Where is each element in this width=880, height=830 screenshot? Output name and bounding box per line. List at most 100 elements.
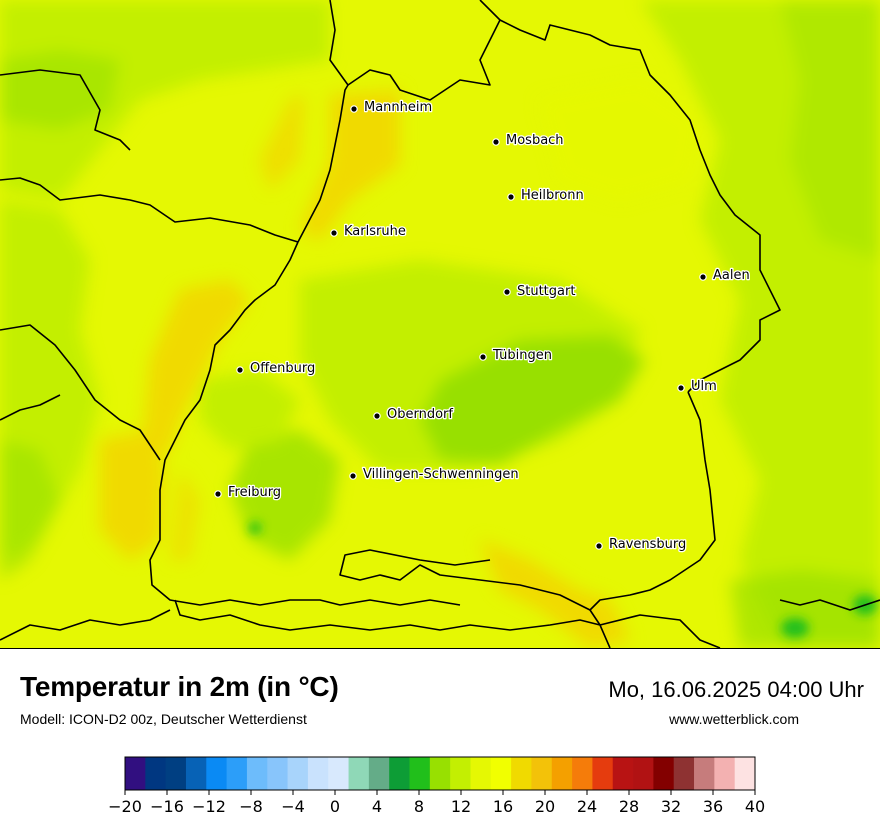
legend-swatch xyxy=(389,757,410,790)
legend-swatch xyxy=(633,757,654,790)
legend-swatch xyxy=(470,757,492,790)
city-label: Ravensburg xyxy=(609,537,686,552)
legend-swatch xyxy=(328,757,349,790)
legend-swatch xyxy=(450,757,471,790)
legend-tick-label: 0 xyxy=(330,797,340,816)
legend-tick-label: 28 xyxy=(619,797,639,816)
legend-tick-label: −8 xyxy=(239,797,263,816)
city-label: Heilbronn xyxy=(521,188,584,203)
legend-swatch xyxy=(673,757,695,790)
city-label: Aalen xyxy=(713,268,750,283)
warm-temperature-areas xyxy=(100,90,630,648)
legend-swatch xyxy=(653,757,675,790)
city-dot xyxy=(330,229,338,237)
city-dot xyxy=(214,490,222,498)
legend-tick-label: −4 xyxy=(281,797,305,816)
legend-swatches xyxy=(125,757,756,790)
city-dot xyxy=(479,353,487,361)
legend-tick-label: 40 xyxy=(745,797,765,816)
legend-swatch xyxy=(694,757,715,790)
map-footer: Temperatur in 2m (in °C) Modell: ICON-D2… xyxy=(0,649,880,830)
legend-swatch xyxy=(185,757,207,790)
city-villingen-schwenningen[interactable]: Villingen-Schwenningen xyxy=(349,466,520,483)
legend-tick-label: −16 xyxy=(150,797,184,816)
city-oberndorf[interactable]: Oberndorf xyxy=(373,406,455,423)
legend-swatch xyxy=(368,757,390,790)
borders xyxy=(0,0,880,648)
legend-tick-label: 24 xyxy=(577,797,597,816)
legend-swatch xyxy=(734,757,756,790)
city-freiburg[interactable]: Freiburg xyxy=(214,484,282,501)
city-label: Freiburg xyxy=(228,485,281,500)
legend-swatch xyxy=(307,757,329,790)
color-scale-legend: −20 −16 −12 −8 −4 0 4 8 12 16 20 24 28 32 36 40 xyxy=(108,756,765,816)
city-mosbach[interactable]: Mosbach xyxy=(492,132,565,149)
legend-swatch xyxy=(612,757,634,790)
legend-swatch xyxy=(287,757,309,790)
city-ravensburg[interactable]: Ravensburg xyxy=(595,536,688,553)
city-dot xyxy=(677,384,685,392)
city-karlsruhe[interactable]: Karlsruhe xyxy=(330,223,407,240)
legend-tick-label: 8 xyxy=(414,797,424,816)
legend-swatch xyxy=(246,757,268,790)
city-ulm[interactable]: Ulm xyxy=(677,378,718,395)
legend-swatch xyxy=(267,757,288,790)
legend-swatch xyxy=(592,757,614,790)
legend-tick-label: 20 xyxy=(535,797,555,816)
legend-tick-label: 32 xyxy=(661,797,681,816)
city-dot xyxy=(507,193,515,201)
city-dot xyxy=(595,542,603,550)
legend-tick-label: 12 xyxy=(451,797,471,816)
city-dot xyxy=(236,366,244,374)
city-dot xyxy=(373,412,381,420)
legend-swatch xyxy=(145,757,167,790)
city-mannheim[interactable]: Mannheim xyxy=(350,99,433,116)
city-tuebingen[interactable]: Tübingen xyxy=(479,347,553,364)
legend-tick-label: 16 xyxy=(493,797,513,816)
city-label: Mosbach xyxy=(506,133,564,148)
legend-swatch xyxy=(429,757,451,790)
city-label: Stuttgart xyxy=(517,284,575,299)
city-dot xyxy=(699,273,707,281)
city-dot xyxy=(492,138,500,146)
city-stuttgart[interactable]: Stuttgart xyxy=(503,283,577,300)
map-canvas: Mannheim Mosbach Heilbronn Karlsruhe Aal… xyxy=(0,0,880,648)
legend-swatch xyxy=(409,757,431,790)
legend-frame xyxy=(124,756,756,791)
website-link[interactable]: www.wetterblick.com xyxy=(669,711,799,727)
city-dot xyxy=(503,288,511,296)
legend-swatch xyxy=(125,757,146,790)
map-title: Temperatur in 2m (in °C) xyxy=(20,671,339,702)
legend-swatch xyxy=(714,757,736,790)
city-label: Oberndorf xyxy=(387,407,453,422)
city-label: Offenburg xyxy=(250,361,315,376)
temperature-map[interactable]: Mannheim Mosbach Heilbronn Karlsruhe Aal… xyxy=(0,0,880,649)
legend-swatch xyxy=(206,757,228,790)
legend-tick-label: −12 xyxy=(192,797,226,816)
city-label: Mannheim xyxy=(364,100,432,115)
city-offenburg[interactable]: Offenburg xyxy=(236,360,317,377)
city-aalen[interactable]: Aalen xyxy=(699,267,751,284)
legend-ticks: −20 −16 −12 −8 −4 0 4 8 12 16 20 24 28 32 36 40 xyxy=(108,790,765,816)
city-dot xyxy=(350,105,358,113)
legend-tick-label: 4 xyxy=(372,797,382,816)
city-label: Tübingen xyxy=(492,348,552,363)
legend-swatch xyxy=(165,757,187,790)
legend-swatch xyxy=(531,757,553,790)
legend-swatch xyxy=(511,757,532,790)
legend-swatch xyxy=(490,757,512,790)
city-dot xyxy=(349,472,357,480)
legend-swatch xyxy=(226,757,248,790)
city-heilbronn[interactable]: Heilbronn xyxy=(507,187,585,204)
city-markers: Mannheim Mosbach Heilbronn Karlsruhe Aal… xyxy=(214,99,751,553)
legend-tick-label: 36 xyxy=(703,797,723,816)
city-label: Ulm xyxy=(691,379,717,394)
model-source: Modell: ICON-D2 00z, Deutscher Wetterdie… xyxy=(20,711,307,727)
legend-swatch xyxy=(572,757,593,790)
legend-swatch xyxy=(348,757,370,790)
city-label: Villingen-Schwenningen xyxy=(363,467,519,482)
legend-tick-label: −20 xyxy=(108,797,142,816)
city-label: Karlsruhe xyxy=(344,224,406,239)
valid-time: Mo, 16.06.2025 04:00 Uhr xyxy=(608,677,864,702)
legend-swatch xyxy=(551,757,573,790)
